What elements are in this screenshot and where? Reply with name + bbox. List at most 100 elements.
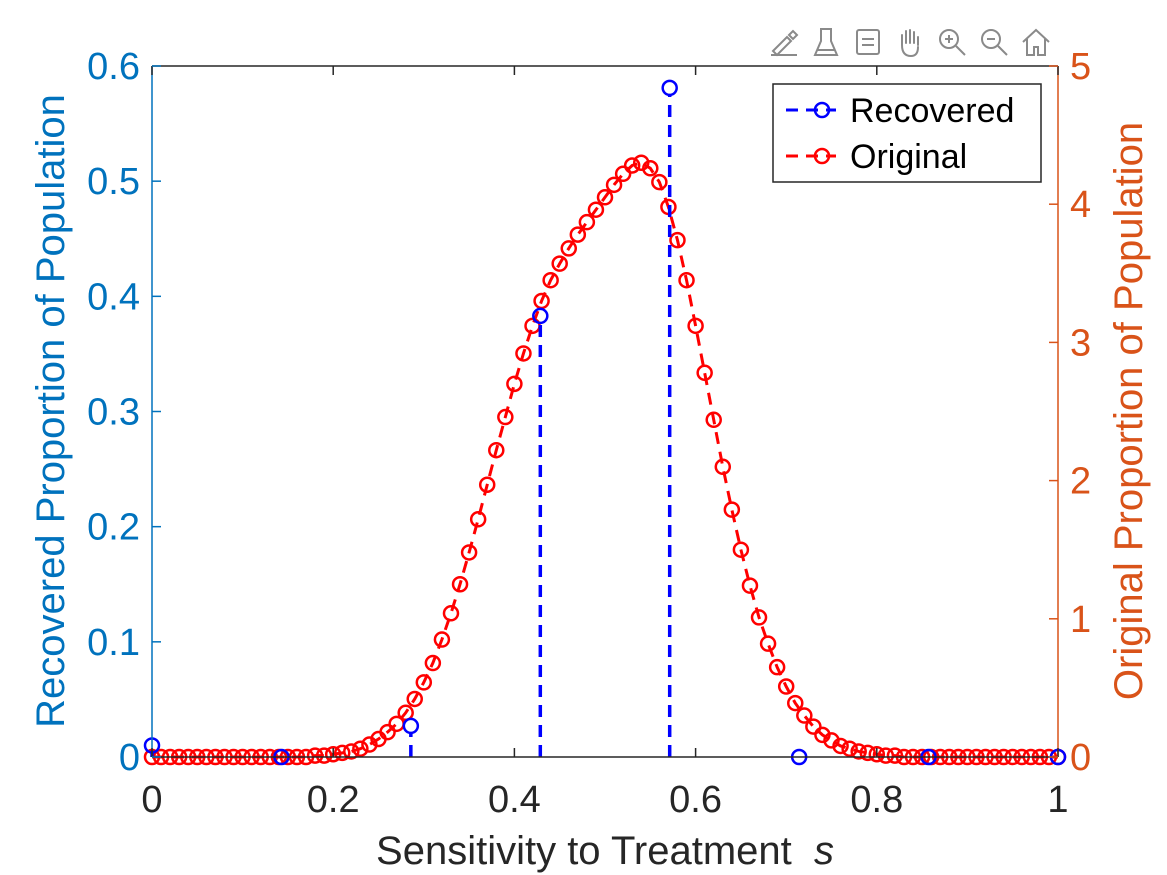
original-data-point — [506, 375, 523, 393]
original-data-point — [696, 364, 713, 382]
original-data-point — [306, 747, 324, 764]
original-data-point — [787, 694, 804, 712]
original-data-point — [723, 501, 741, 518]
original-data-point — [551, 255, 568, 272]
original-data-point — [796, 707, 813, 724]
original-data-point — [596, 189, 614, 206]
original-data-point — [415, 674, 433, 691]
plot-area — [143, 79, 1067, 766]
original-data-point — [542, 271, 559, 289]
original-data-point — [832, 737, 849, 755]
right-y-tick-label: 1 — [1070, 599, 1091, 641]
left-y-tick-label: 0.1 — [87, 622, 140, 664]
axes: 0 0.2 0.4 0.6 0.8 100.10.20.30.40.50.6012345S… — [29, 46, 1151, 873]
home-restore-icon — [1022, 28, 1050, 56]
x-tick-label: 0.6 — [669, 779, 722, 821]
original-data-point — [315, 747, 333, 764]
original-series-line — [152, 161, 1058, 759]
original-data-point — [334, 744, 351, 762]
original-data-point — [768, 658, 786, 676]
legend-entry-original-label: Original — [850, 138, 967, 176]
original-data-point — [669, 231, 686, 249]
original-data-point — [877, 747, 895, 764]
x-axis-variable: s — [814, 829, 834, 873]
original-data-point — [605, 176, 623, 194]
original-data-point — [352, 740, 369, 757]
data-tips-button[interactable] — [806, 22, 846, 62]
x-tick-label: 0 — [141, 779, 162, 821]
original-data-point — [488, 441, 505, 459]
zoom-in-button[interactable] — [932, 22, 972, 62]
left-y-tick-label: 0.2 — [87, 507, 140, 549]
original-data-point — [859, 744, 876, 762]
recovered-data-point — [661, 79, 678, 97]
x-tick-label: 0.4 — [488, 779, 541, 821]
original-data-point — [623, 157, 641, 174]
original-data-point — [406, 690, 423, 708]
original-data-point — [714, 458, 732, 476]
original-data-point — [343, 743, 360, 760]
brush-edit-button[interactable] — [764, 22, 804, 62]
legend-toggle-icon — [856, 29, 880, 55]
original-data-point — [850, 743, 867, 760]
left-y-tick-label: 0 — [119, 737, 140, 779]
legend-box — [772, 83, 1042, 183]
original-data-point — [469, 511, 487, 528]
original-data-point — [451, 576, 469, 593]
pan-hand-icon — [901, 29, 919, 58]
legend-entry-recovered-marker — [813, 101, 831, 119]
original-data-point — [777, 678, 795, 695]
original-data-point — [433, 631, 451, 648]
original-data-point — [442, 605, 460, 622]
original-data-point — [497, 408, 514, 426]
left-y-tick-label: 0.5 — [87, 161, 140, 203]
original-data-point — [732, 541, 750, 558]
original-data-point — [687, 317, 704, 335]
original-data-point — [805, 718, 822, 735]
original-data-point — [741, 577, 759, 594]
left-y-tick-label: 0.3 — [87, 392, 140, 434]
original-data-point — [614, 165, 632, 183]
legend-toggle-button[interactable] — [848, 22, 888, 62]
original-data-point — [569, 226, 587, 243]
original-data-point — [886, 747, 904, 764]
original-data-point — [841, 740, 858, 757]
original-data-point — [759, 635, 777, 652]
original-data-point — [478, 476, 496, 493]
original-data-point — [750, 609, 768, 626]
pan-button[interactable] — [890, 22, 930, 62]
data-tips-icon — [813, 28, 839, 56]
original-data-point — [642, 160, 659, 177]
original-data-point — [868, 745, 886, 763]
original-data-point — [424, 654, 442, 672]
legend-entry-original-marker — [813, 147, 831, 165]
original-data-point — [515, 345, 532, 362]
original-data-point — [705, 411, 722, 429]
right-y-tick-label: 5 — [1070, 46, 1091, 88]
legend: Recovered Original — [772, 83, 1042, 183]
x-tick-label: 0.2 — [307, 779, 360, 821]
original-data-point — [587, 201, 605, 218]
home-restore-button[interactable] — [1016, 22, 1056, 62]
brush-edit-icon — [771, 29, 799, 57]
x-tick-label: 1 — [1047, 779, 1068, 821]
right-y-tick-label: 0 — [1070, 737, 1091, 779]
zoom-in-icon — [939, 29, 966, 56]
original-data-point — [678, 271, 695, 289]
zoom-out-icon — [981, 29, 1008, 56]
right-y-axis-label: Original Proportion of Population — [1107, 122, 1151, 700]
original-data-point — [324, 745, 342, 763]
original-data-point — [460, 544, 478, 561]
zoom-out-button[interactable] — [974, 22, 1014, 62]
original-data-point — [560, 240, 578, 257]
legend-entry-recovered-label: Recovered — [850, 92, 1014, 130]
x-axis-label-text: Sensitivity to Treatment — [376, 829, 814, 873]
recovered-data-point — [532, 307, 549, 325]
left-y-axis-label: Recovered Proportion of Population — [29, 94, 73, 728]
original-data-point — [651, 173, 668, 191]
x-axis-label: Sensitivity to Treatment s — [376, 829, 834, 873]
left-y-tick-label: 0.4 — [87, 276, 140, 318]
right-y-tick-label: 2 — [1070, 461, 1091, 503]
axes-toolbar — [764, 22, 1056, 62]
